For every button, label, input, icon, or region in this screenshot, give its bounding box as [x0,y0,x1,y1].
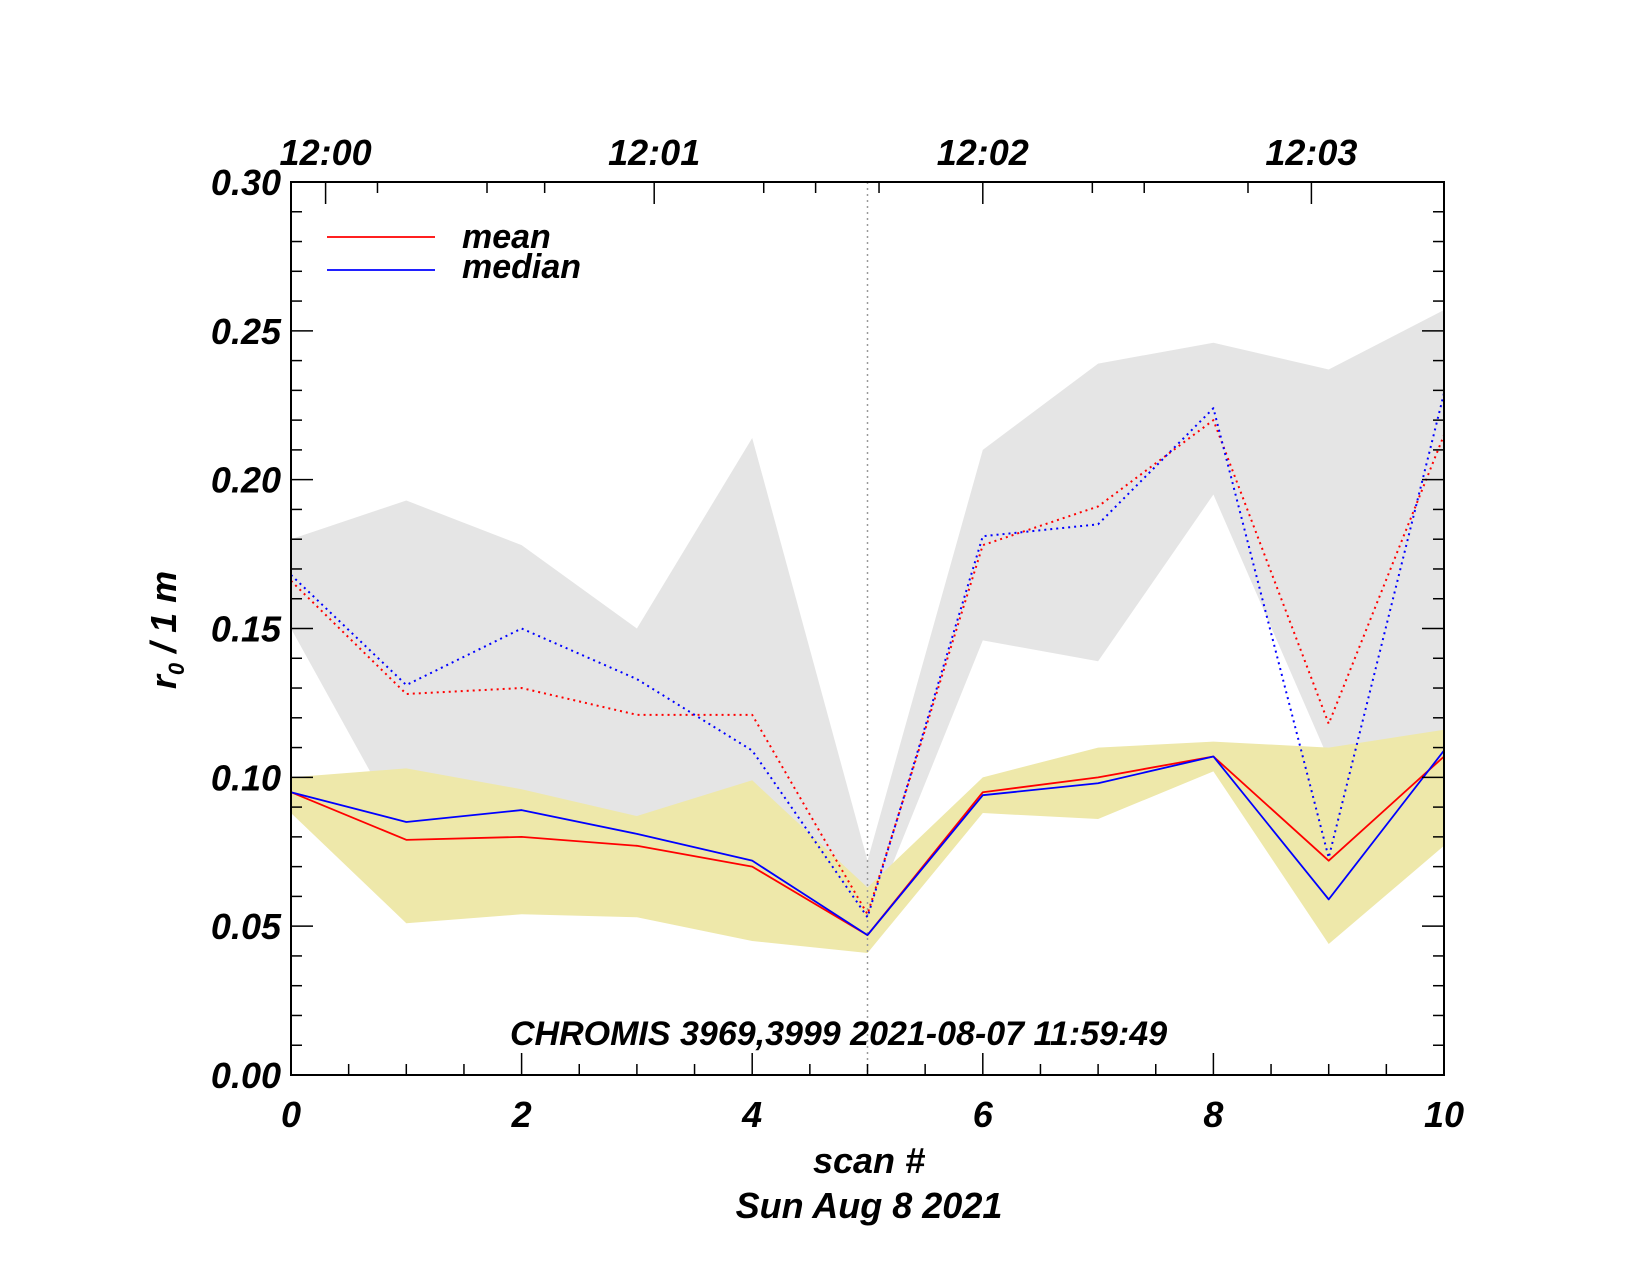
y-tick-label: 0.20 [211,460,281,501]
series-layer [290,393,1445,936]
y-tick-label: 0.25 [211,311,282,352]
y-tick-label: 0.05 [211,906,282,947]
y-axis-label: r0 / 1 m [143,571,189,689]
y-tick-label: 0.10 [211,757,281,798]
y-tick-label: 0.00 [211,1055,281,1096]
date-label: Sun Aug 8 2021 [736,1185,1003,1226]
tick-labels-layer: 0 2 4 6 8 10 0.00 0.05 0.10 0.15 0.20 0.25 0.3012:00… [211,132,1464,1135]
svg-text:r0 / 1 m: r0 / 1 m [143,571,189,689]
x-tick-label: 8 [1203,1094,1223,1135]
top-time-label: 12:02 [937,132,1029,173]
y-tick-label: 0.15 [211,609,282,650]
top-time-label: 12:00 [280,132,372,173]
y-axis-label-rest: / 1 m [143,571,184,663]
x-tick-label: 2 [511,1094,532,1135]
y-tick-label: 0.30 [211,162,281,203]
x-tick-label: 4 [741,1094,762,1135]
mean-upper-series-line [290,419,1445,916]
legend-mean-label: mean [462,218,551,256]
legend: mean median [327,218,581,286]
x-tick-label: 6 [973,1094,994,1135]
median-upper-series-line [290,393,1445,919]
x-axis-label: scan # [813,1140,925,1181]
x-tick-label: 10 [1424,1094,1464,1135]
y-axis-label-main: r [143,673,184,689]
top-time-label: 12:03 [1265,132,1357,173]
legend-median-label: median [462,248,581,286]
ticks-layer [290,181,1445,1076]
y-axis-label-sub: 0 [164,662,189,675]
top-time-label: 12:01 [608,132,700,173]
range-lower-khaki-band [291,729,1444,953]
chromis-annotation: CHROMIS 3969,3999 2021-08-07 11:59:49 [510,1015,1167,1053]
x-tick-label: 0 [281,1094,301,1135]
bands-layer [291,309,1444,953]
